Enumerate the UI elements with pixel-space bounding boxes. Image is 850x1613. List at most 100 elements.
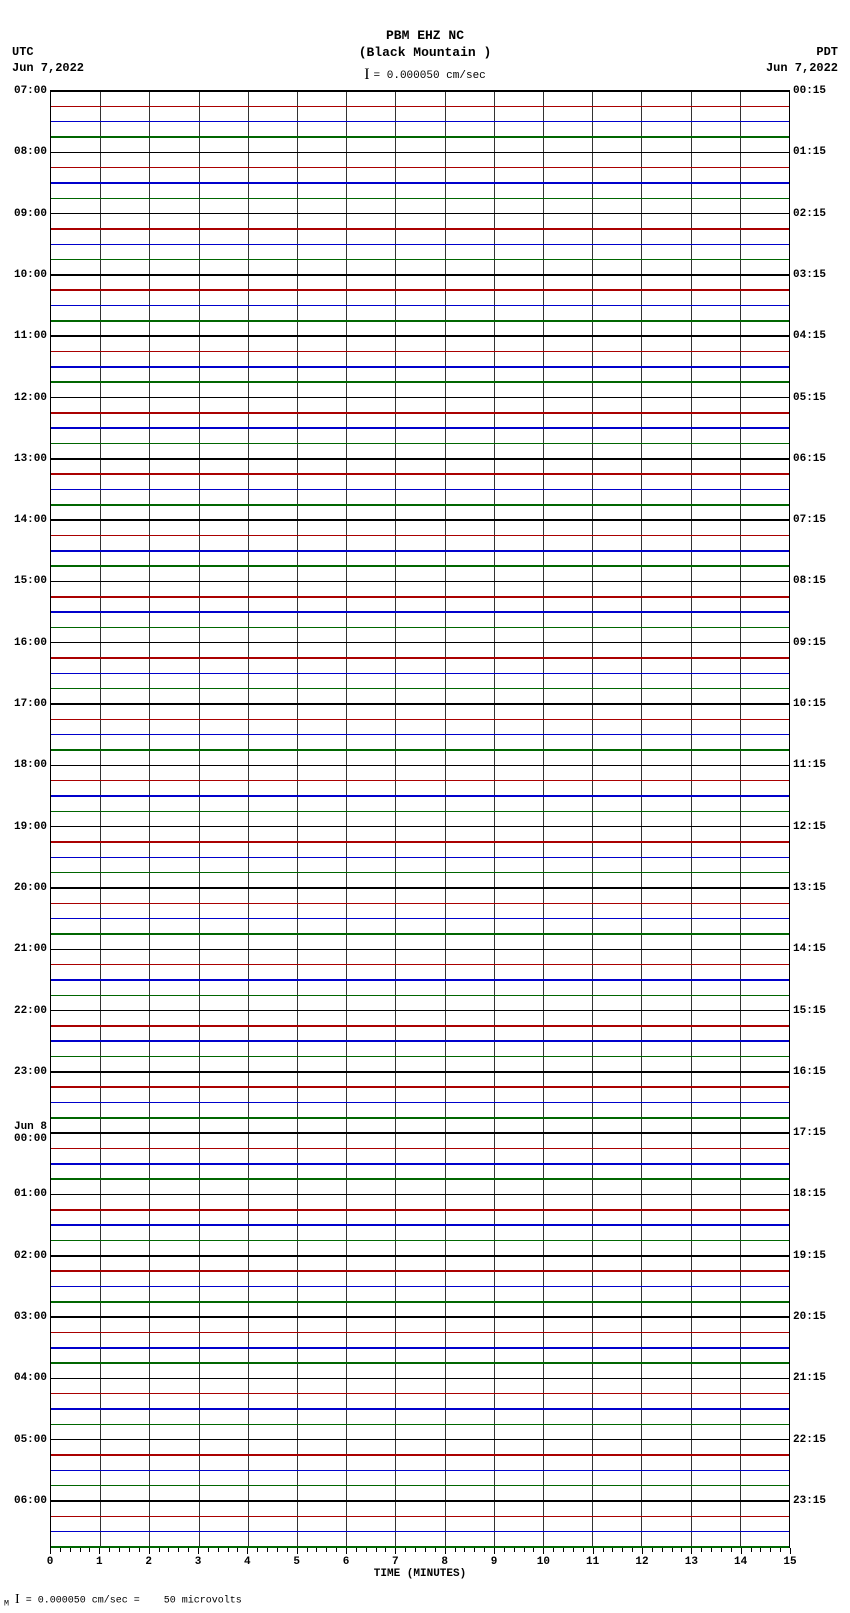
- seismic-trace: [51, 1393, 789, 1395]
- x-axis-title: TIME (MINUTES): [374, 1568, 466, 1580]
- seismic-trace: [51, 933, 789, 935]
- pdt-hour-label: 01:15: [793, 146, 826, 158]
- seismic-trace: [51, 1209, 789, 1211]
- x-tick-label: 3: [195, 1556, 202, 1568]
- seismic-trace: [51, 949, 789, 951]
- seismic-trace: [51, 1117, 789, 1119]
- seismic-trace: [51, 627, 789, 629]
- station-location: (Black Mountain ): [0, 45, 850, 62]
- x-major-tick: [445, 1548, 446, 1554]
- utc-hour-label: 06:00: [14, 1495, 47, 1507]
- x-minor-tick: [129, 1548, 130, 1552]
- x-minor-tick: [455, 1548, 456, 1552]
- seismic-trace: [51, 765, 789, 767]
- x-minor-tick: [652, 1548, 653, 1552]
- seismic-trace: [51, 152, 789, 154]
- x-minor-tick: [405, 1548, 406, 1552]
- seismic-trace: [51, 811, 789, 813]
- x-minor-tick: [208, 1548, 209, 1552]
- pdt-hour-label: 09:15: [793, 637, 826, 649]
- x-minor-tick: [385, 1548, 386, 1552]
- seismic-trace: [51, 443, 789, 445]
- x-minor-tick: [159, 1548, 160, 1552]
- utc-hour-label: 23:00: [14, 1066, 47, 1078]
- x-minor-tick: [277, 1548, 278, 1552]
- pdt-hour-label: 17:15: [793, 1127, 826, 1139]
- pdt-hour-label: 04:15: [793, 330, 826, 342]
- x-minor-tick: [316, 1548, 317, 1552]
- x-tick-label: 9: [491, 1556, 498, 1568]
- x-major-tick: [346, 1548, 347, 1554]
- x-minor-tick: [563, 1548, 564, 1552]
- seismic-trace: [51, 795, 789, 797]
- seismic-trace: [51, 688, 789, 690]
- seismic-trace: [51, 213, 789, 215]
- utc-hour-label: 11:00: [14, 330, 47, 342]
- seismic-trace: [51, 121, 789, 123]
- x-minor-tick: [573, 1548, 574, 1552]
- x-minor-tick: [474, 1548, 475, 1552]
- x-tick-label: 1: [96, 1556, 103, 1568]
- x-minor-tick: [70, 1548, 71, 1552]
- x-minor-tick: [376, 1548, 377, 1552]
- seismic-trace: [51, 1132, 789, 1134]
- seismic-trace: [51, 642, 789, 644]
- utc-hour-label: 12:00: [14, 391, 47, 403]
- utc-hour-label: 15:00: [14, 575, 47, 587]
- seismic-trace: [51, 1286, 789, 1288]
- x-tick-label: 0: [47, 1556, 54, 1568]
- vgrid-line: [494, 91, 495, 1547]
- utc-hour-label: 09:00: [14, 208, 47, 220]
- x-minor-tick: [415, 1548, 416, 1552]
- seismic-trace: [51, 1439, 789, 1441]
- x-major-tick: [149, 1548, 150, 1554]
- seismic-trace: [51, 903, 789, 905]
- seismic-trace: [51, 259, 789, 261]
- x-major-tick: [198, 1548, 199, 1554]
- x-tick-label: 2: [145, 1556, 152, 1568]
- utc-hour-label: 21:00: [14, 943, 47, 955]
- vgrid-line: [395, 91, 396, 1547]
- seismic-trace: [51, 1163, 789, 1165]
- x-minor-tick: [760, 1548, 761, 1552]
- x-minor-tick: [326, 1548, 327, 1552]
- seismic-trace: [51, 1332, 789, 1334]
- x-tick-label: 14: [734, 1556, 747, 1568]
- x-tick-label: 4: [244, 1556, 251, 1568]
- seismic-trace: [51, 918, 789, 920]
- seismic-trace: [51, 550, 789, 552]
- pdt-hour-label: 11:15: [793, 759, 826, 771]
- x-tick-label: 8: [441, 1556, 448, 1568]
- seismic-trace: [51, 182, 789, 184]
- x-minor-tick: [553, 1548, 554, 1552]
- seismic-trace: [51, 274, 789, 276]
- x-minor-tick: [168, 1548, 169, 1552]
- seismic-trace: [51, 1194, 789, 1196]
- pdt-hour-label: 16:15: [793, 1066, 826, 1078]
- footer-scale: M I = 0.000050 cm/sec = 50 microvolts: [4, 1592, 242, 1609]
- x-minor-tick: [484, 1548, 485, 1552]
- seismic-trace: [51, 1255, 789, 1257]
- pdt-hour-label: 02:15: [793, 208, 826, 220]
- pdt-hour-label: 05:15: [793, 392, 826, 404]
- seismic-trace: [51, 106, 789, 108]
- seismic-trace: [51, 1040, 789, 1042]
- seismic-trace: [51, 1056, 789, 1058]
- station-code: PBM EHZ NC: [0, 28, 850, 45]
- x-minor-tick: [267, 1548, 268, 1552]
- utc-hour-label: 14:00: [14, 514, 47, 526]
- utc-hour-label: 22:00: [14, 1005, 47, 1017]
- seismic-trace: [51, 780, 789, 782]
- x-axis: TIME (MINUTES) 0123456789101112131415: [50, 1548, 790, 1573]
- pdt-hour-label: 00:15: [793, 85, 826, 97]
- x-minor-tick: [218, 1548, 219, 1552]
- utc-hour-label: 16:00: [14, 637, 47, 649]
- x-minor-tick: [711, 1548, 712, 1552]
- seismic-trace: [51, 489, 789, 491]
- vgrid-line: [248, 91, 249, 1547]
- utc-hour-label: 07:00: [14, 85, 47, 97]
- seismic-trace: [51, 1240, 789, 1242]
- seismic-trace: [51, 1362, 789, 1364]
- pdt-hour-label: 19:15: [793, 1250, 826, 1262]
- seismic-trace: [51, 826, 789, 828]
